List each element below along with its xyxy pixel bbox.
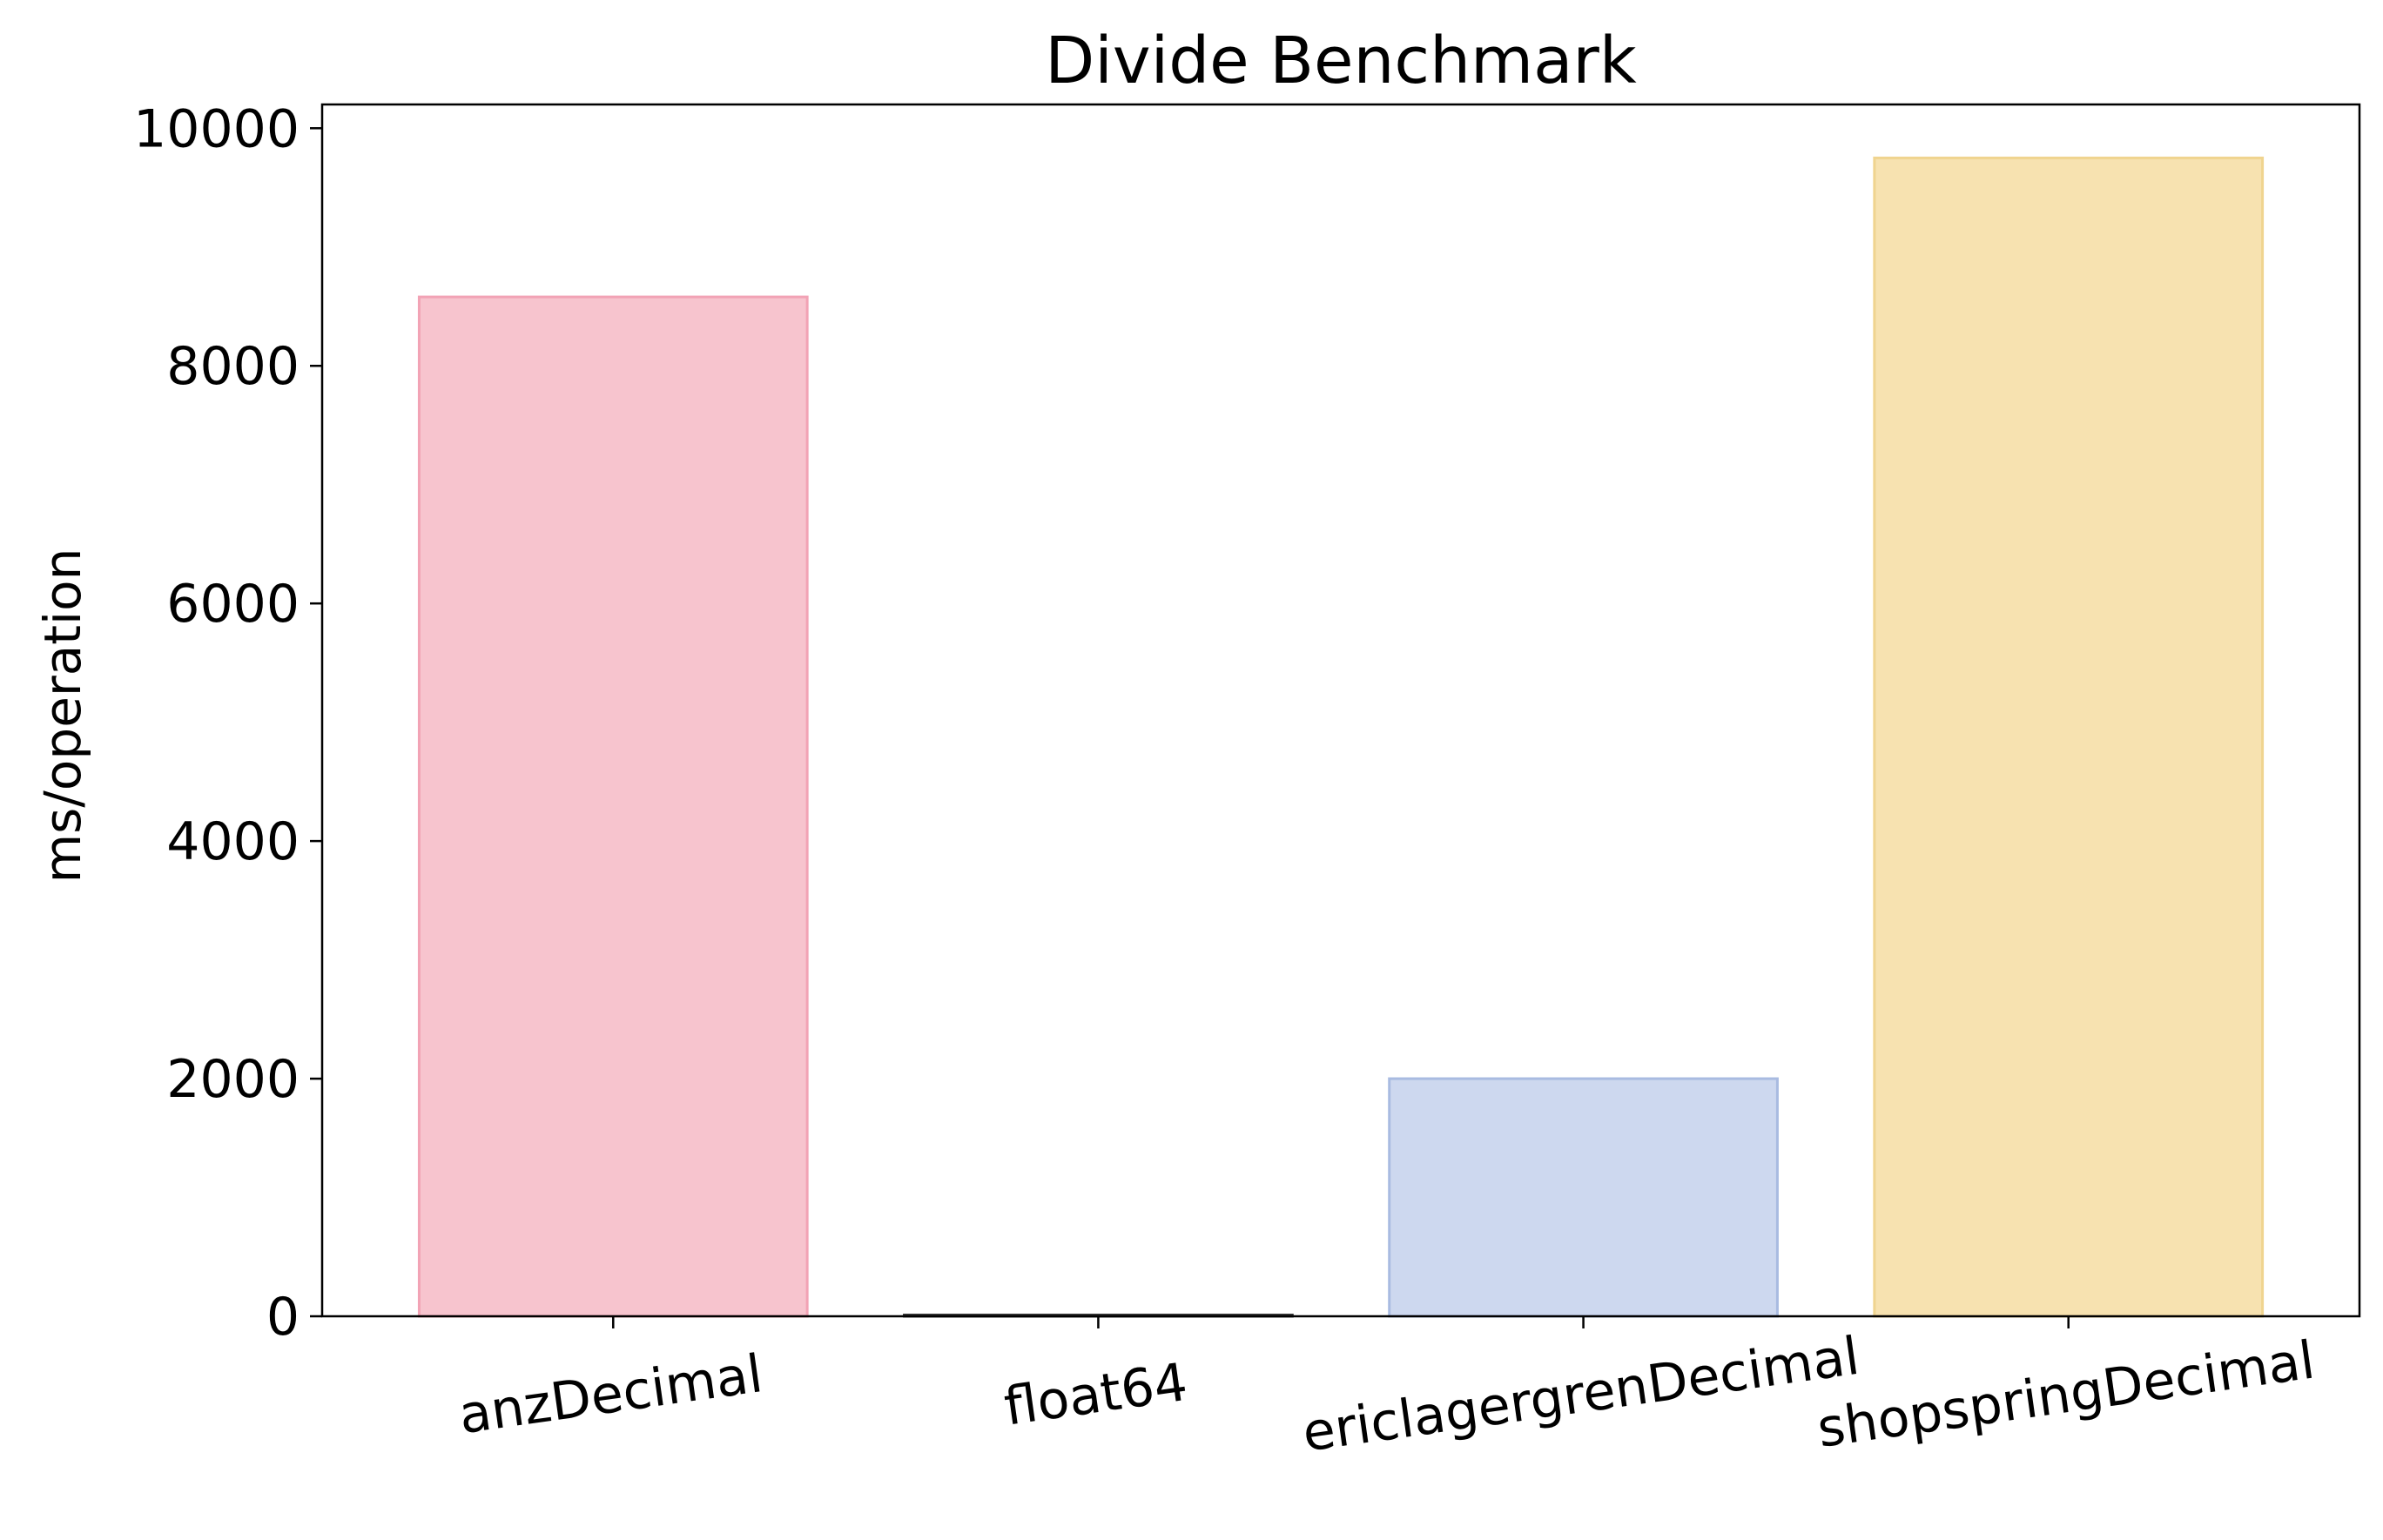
x-tick-label-ericlagergrendecimal: ericlagergrenDecimal: [1299, 1326, 1863, 1464]
y-axis-label: ms/operation: [33, 548, 92, 884]
bar-anzdecimal: [417, 295, 809, 1318]
y-tick-label: 0: [266, 1287, 300, 1348]
chart-title: Divide Benchmark: [1045, 24, 1637, 98]
x-tick-label-shopspringdecimal: shopspringDecimal: [1814, 1329, 2319, 1459]
y-tick-label: 2000: [166, 1049, 300, 1110]
y-tick-label: 4000: [166, 811, 300, 872]
x-tick-label-anzdecimal: anzDecimal: [455, 1343, 766, 1446]
y-tick-label: 10000: [133, 98, 300, 159]
y-tick-label: 6000: [166, 574, 300, 635]
bar-shopspringdecimal: [1873, 156, 2265, 1318]
x-tick-label-float64: float64: [1000, 1352, 1191, 1438]
bar-ericlagergrendecimal: [1388, 1077, 1779, 1318]
plot-area: 0 2000 4000 6000 8000 10000 anzDecimal float64 e…: [133, 98, 2361, 1464]
axes-frame: [320, 103, 2361, 1318]
y-tick-label: 8000: [166, 336, 300, 397]
